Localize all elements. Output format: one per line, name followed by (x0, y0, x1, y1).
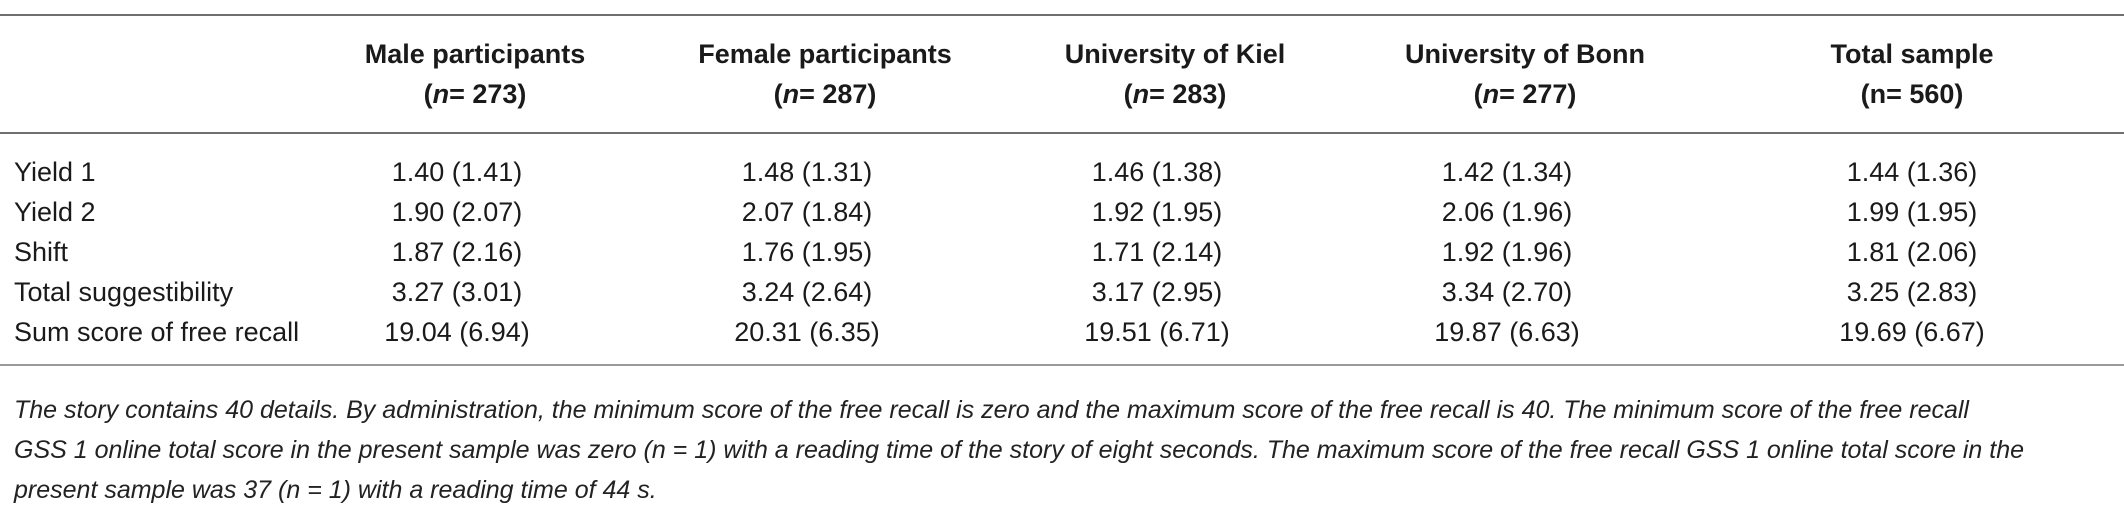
table-cell: 2.07 (1.84) (741, 197, 873, 227)
table-cell: 2.06 (1.96) (1441, 197, 1573, 227)
row-label: Total suggestibility (14, 277, 234, 307)
column-name: University of Bonn (1404, 39, 1646, 69)
row-label: Sum score of free recall (0, 312, 300, 366)
table-cell: 3.24 (2.64) (741, 277, 873, 307)
header-university-of-kiel: University of Kiel (n= 283) (1000, 14, 1350, 134)
header-empty-cell (0, 14, 300, 134)
column-name: Female participants (698, 39, 952, 69)
column-n: (n= 283) (1123, 79, 1227, 109)
table-cell: 3.25 (2.83) (1846, 277, 1978, 307)
table-row: Yield 2 1.90 (2.07) 2.07 (1.84) 1.92 (1.… (0, 192, 2124, 232)
footnote-line: The story contains 40 details. By admini… (14, 396, 1969, 424)
table-row: Total suggestibility 3.27 (3.01) 3.24 (2… (0, 272, 2124, 312)
column-name: Male participants (364, 39, 586, 69)
row-label: Yield 2 (14, 197, 96, 227)
header-male-participants: Male participants (n= 273) (300, 14, 650, 134)
column-name: Total sample (1830, 39, 1994, 69)
column-n: (n= 287) (773, 79, 877, 109)
table-cell: 1.87 (2.16) (391, 237, 523, 267)
table-footnote: The story contains 40 details. By admini… (14, 390, 2114, 510)
table-cell: 1.46 (1.38) (1091, 157, 1223, 187)
table-cell: 19.51 (6.71) (1000, 312, 1350, 366)
column-n: (n= 273) (423, 79, 527, 109)
column-name: University of Kiel (1064, 39, 1286, 69)
table-cell: 1.42 (1.34) (1441, 157, 1573, 187)
header-total-sample: Total sample (n= 560) (1700, 14, 2124, 134)
table-cell: 1.92 (1.95) (1091, 197, 1223, 227)
table-cell: 19.69 (6.67) (1700, 312, 2124, 366)
table-cell: 1.81 (2.06) (1846, 237, 1978, 267)
table-row: Yield 1 1.40 (1.41) 1.48 (1.31) 1.46 (1.… (0, 133, 2124, 192)
table-cell: 1.48 (1.31) (741, 157, 873, 187)
table-cell: 19.87 (6.63) (1350, 312, 1700, 366)
header-university-of-bonn: University of Bonn (n= 277) (1350, 14, 1700, 134)
footnote-line: present sample was 37 (n = 1) with a rea… (14, 476, 657, 504)
row-label: Shift (14, 237, 69, 267)
table-cell: 1.76 (1.95) (741, 237, 873, 267)
table-header-row: Male participants (n= 273) Female partic… (0, 14, 2124, 134)
table-cell: 1.44 (1.36) (1846, 157, 1978, 187)
table-cell: 3.27 (3.01) (391, 277, 523, 307)
table-cell: 19.04 (6.94) (300, 312, 650, 366)
table-cell: 1.71 (2.14) (1091, 237, 1223, 267)
table-cell: 1.99 (1.95) (1846, 197, 1978, 227)
row-label: Yield 1 (14, 157, 96, 187)
table-row: Shift 1.87 (2.16) 1.76 (1.95) 1.71 (2.14… (0, 232, 2124, 272)
table-cell: 1.90 (2.07) (391, 197, 523, 227)
table-row: Sum score of free recall 19.04 (6.94) 20… (0, 312, 2124, 366)
table-cell: 3.17 (2.95) (1091, 277, 1223, 307)
column-n: (n= 560) (1860, 79, 1964, 109)
results-table: Male participants (n= 273) Female partic… (0, 14, 2124, 366)
column-n: (n= 277) (1473, 79, 1577, 109)
table-cell: 3.34 (2.70) (1441, 277, 1573, 307)
table-cell: 1.40 (1.41) (391, 157, 523, 187)
header-female-participants: Female participants (n= 287) (650, 14, 1000, 134)
table-cell: 1.92 (1.96) (1441, 237, 1573, 267)
footnote-line: GSS 1 online total score in the present … (14, 436, 2025, 464)
table-cell: 20.31 (6.35) (650, 312, 1000, 366)
